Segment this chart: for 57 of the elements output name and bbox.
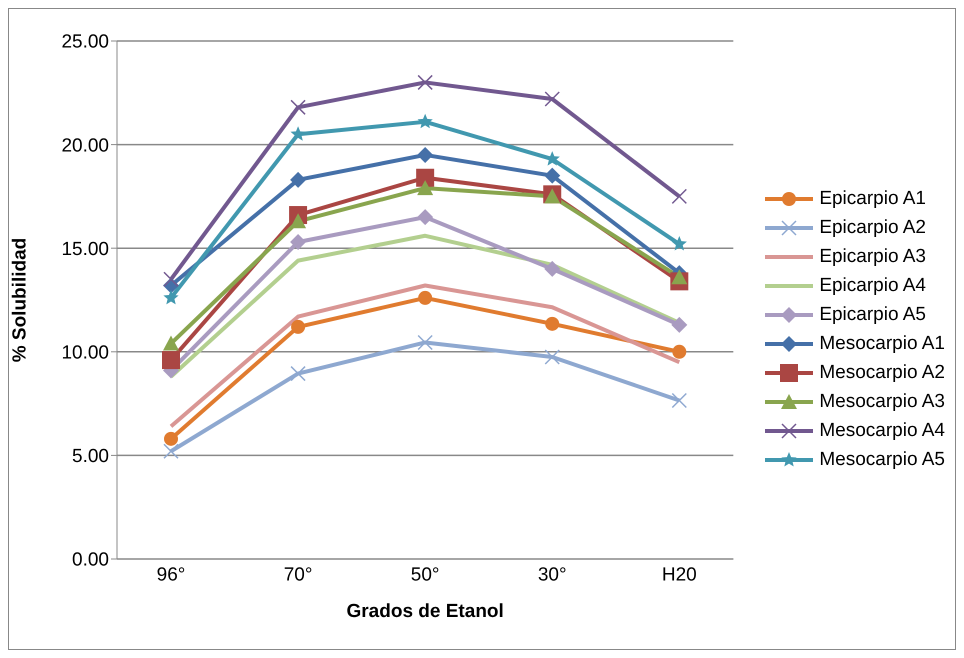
legend-label: Epicarpio A5 xyxy=(819,304,926,326)
point xyxy=(418,114,433,128)
point xyxy=(671,269,688,284)
legend-label: Mesocarpio A3 xyxy=(819,390,945,412)
legend-label: Mesocarpio A1 xyxy=(819,332,945,354)
point xyxy=(163,336,179,351)
point xyxy=(290,213,306,228)
x-tick-label: 96° xyxy=(156,564,186,586)
point xyxy=(672,392,688,408)
point xyxy=(544,168,560,184)
line-series xyxy=(169,283,682,428)
point xyxy=(544,349,560,365)
x-axis-title: Grados de Etanol xyxy=(346,601,504,622)
point xyxy=(672,344,686,359)
legend-label: Mesocarpio A5 xyxy=(819,448,945,470)
x-tick-label: 50° xyxy=(410,564,440,586)
point xyxy=(291,320,306,334)
y-tick-label: 5.00 xyxy=(72,446,109,468)
point xyxy=(290,126,306,141)
point xyxy=(162,351,180,370)
point xyxy=(417,180,434,196)
y-tick-label: 0.00 xyxy=(72,550,109,571)
point xyxy=(672,188,688,204)
point xyxy=(544,91,560,107)
legend-label: Epicarpio A2 xyxy=(819,216,926,238)
point xyxy=(163,272,179,288)
legend-label: Epicarpio A1 xyxy=(819,188,926,210)
point xyxy=(544,188,560,204)
x-tick-label: 30° xyxy=(538,564,567,586)
y-tick-label: 15.00 xyxy=(61,238,109,260)
point xyxy=(545,316,560,331)
x-tick-label: H20 xyxy=(662,564,697,586)
point xyxy=(416,168,434,187)
legend-label: Epicarpio A3 xyxy=(819,246,926,268)
point xyxy=(290,234,306,250)
point xyxy=(417,74,433,90)
point xyxy=(164,432,178,446)
point xyxy=(290,172,306,188)
point xyxy=(671,316,688,333)
y-tick-label: 20.00 xyxy=(61,135,109,156)
x-tick-label: 70° xyxy=(284,564,312,586)
legend-label: Epicarpio A4 xyxy=(819,274,926,296)
y-tick-label: 10.00 xyxy=(61,342,109,364)
point xyxy=(163,290,179,304)
legend-label: Mesocarpio A4 xyxy=(819,420,945,442)
point xyxy=(163,444,179,460)
point xyxy=(418,290,432,305)
y-tick-label: 25.00 xyxy=(61,32,109,53)
point xyxy=(417,209,434,226)
legend-label: Mesocarpio A2 xyxy=(819,362,945,384)
point xyxy=(417,146,434,163)
point xyxy=(417,334,433,350)
point xyxy=(290,366,306,382)
point xyxy=(290,100,306,116)
point xyxy=(544,260,560,277)
point xyxy=(672,236,687,251)
y-axis-title: % Solubilidad xyxy=(10,238,31,362)
